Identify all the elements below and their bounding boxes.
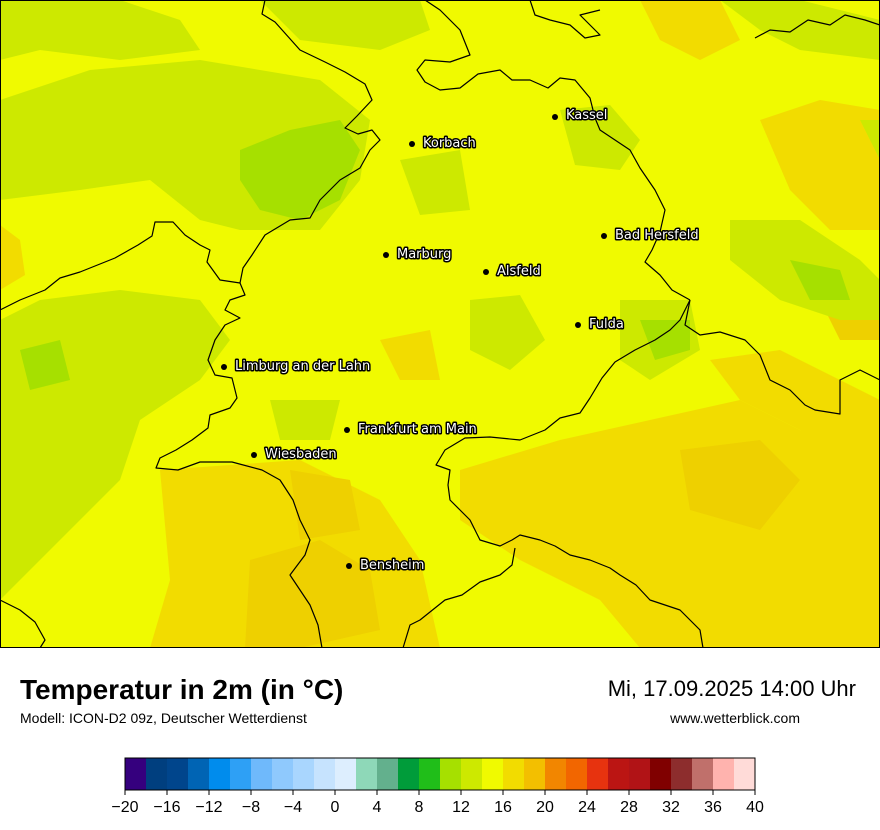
legend-color-step xyxy=(167,758,189,790)
city-label: Alsfeld xyxy=(497,264,541,279)
city-dot xyxy=(346,563,352,569)
city-dot xyxy=(344,427,350,433)
legend-color-step xyxy=(293,758,315,790)
legend-tick-label: 4 xyxy=(373,799,382,816)
map-title: Temperatur in 2m (in °C) xyxy=(20,674,344,705)
legend-tick-label: −8 xyxy=(242,799,260,816)
legend-tick-label: 36 xyxy=(704,799,722,816)
city-kassel: Kassel xyxy=(552,107,609,125)
city-bad-hersfeld: Bad Hersfeld xyxy=(601,227,700,245)
map-canvas: Kassel Korbach Bad Hersfeld Marburg Alsf… xyxy=(0,0,880,648)
rhineland-border xyxy=(155,282,323,648)
baden-border xyxy=(402,547,516,648)
city-label: Fulda xyxy=(589,317,624,332)
border-east xyxy=(754,14,880,39)
legend-color-step xyxy=(272,758,294,790)
legend-color-step xyxy=(125,758,147,790)
city-label: Korbach xyxy=(423,136,476,151)
legend-color-step xyxy=(629,758,651,790)
legend-color-step xyxy=(251,758,273,790)
city-label: Kassel xyxy=(566,108,607,123)
city-markers: Kassel Korbach Bad Hersfeld Marburg Alsf… xyxy=(221,107,700,575)
legend-color-step xyxy=(146,758,168,790)
valid-datetime: Mi, 17.09.2025 14:00 Uhr xyxy=(607,676,856,701)
legend-color-step xyxy=(671,758,693,790)
city-bensheim: Bensheim xyxy=(346,557,426,575)
city-dot xyxy=(575,322,581,328)
legend-tick-label: 16 xyxy=(494,799,512,816)
color-legend: −20 −16 −12 −8 −4 0 4 8 12 16 20 24 28 32 36 40 xyxy=(105,752,775,822)
hesse-border-south-east xyxy=(435,299,704,648)
legend-color-step xyxy=(440,758,462,790)
legend-tick-label: −20 xyxy=(111,799,138,816)
city-dot xyxy=(383,252,389,258)
legend-tick-label: 12 xyxy=(452,799,470,816)
city-dot xyxy=(483,269,489,275)
state-borders xyxy=(0,0,880,648)
legend-color-step xyxy=(587,758,609,790)
legend-color-step xyxy=(230,758,252,790)
legend-frame xyxy=(124,757,756,791)
amber-regions xyxy=(245,280,880,648)
legend-color-step xyxy=(608,758,630,790)
city-dot xyxy=(552,114,558,120)
city-label: Wiesbaden xyxy=(265,447,337,462)
legend-tick-label: −12 xyxy=(195,799,222,816)
city-label: Marburg xyxy=(397,247,451,262)
legend-tick-label: 8 xyxy=(415,799,424,816)
legend-tick-label: 0 xyxy=(331,799,340,816)
legend-tick-label: −4 xyxy=(284,799,302,816)
city-label: Bensheim xyxy=(360,558,424,573)
legend-tick-label: −16 xyxy=(153,799,180,816)
legend-color-step xyxy=(209,758,231,790)
legend-color-step xyxy=(377,758,399,790)
city-dot xyxy=(601,233,607,239)
legend-color-step xyxy=(566,758,588,790)
legend-color-step xyxy=(188,758,210,790)
legend-color-step xyxy=(524,758,546,790)
legend-tick-label: 40 xyxy=(746,799,764,816)
city-dot xyxy=(221,364,227,370)
city-label: Bad Hersfeld xyxy=(615,228,699,243)
city-dot xyxy=(409,141,415,147)
legend-tick-label: 20 xyxy=(536,799,554,816)
website-link[interactable]: www.wetterblick.com xyxy=(670,710,800,726)
legend-color-step xyxy=(545,758,567,790)
legend-color-step xyxy=(503,758,525,790)
legend-color-step xyxy=(713,758,735,790)
legend-color-step xyxy=(734,758,756,790)
legend-svg: −20 −16 −12 −8 −4 0 4 8 12 16 20 24 28 32 36 40 xyxy=(111,757,764,816)
model-info: Modell: ICON-D2 09z, Deutscher Wetterdie… xyxy=(20,710,307,726)
bavaria-border xyxy=(684,299,880,415)
legend-color-step xyxy=(461,758,483,790)
temperature-map: Kassel Korbach Bad Hersfeld Marburg Alsf… xyxy=(0,0,880,648)
legend-color-step xyxy=(314,758,336,790)
border-west-bottom xyxy=(0,599,46,648)
legend-tick-label: 24 xyxy=(578,799,596,816)
hesse-border-north xyxy=(0,0,381,311)
city-frankfurt: Frankfurt am Main xyxy=(344,421,478,439)
legend-color-step xyxy=(335,758,357,790)
city-label: Limburg an der Lahn xyxy=(235,359,370,374)
city-wiesbaden: Wiesbaden xyxy=(251,446,338,464)
legend-color-step xyxy=(650,758,672,790)
legend-color-step xyxy=(482,758,504,790)
legend-color-step xyxy=(692,758,714,790)
hesse-border-east-north xyxy=(416,0,691,301)
legend-tick-label: 32 xyxy=(662,799,680,816)
cooler-core-regions xyxy=(20,120,850,390)
city-label: Frankfurt am Main xyxy=(358,422,477,437)
border-north-east xyxy=(529,0,601,39)
legend-color-step xyxy=(398,758,420,790)
map-footer: Temperatur in 2m (in °C) Modell: ICON-D2… xyxy=(0,648,880,830)
legend-tick-label: 28 xyxy=(620,799,638,816)
legend-color-step xyxy=(356,758,378,790)
city-limburg: Limburg an der Lahn xyxy=(221,358,372,376)
city-alsfeld: Alsfeld xyxy=(483,263,542,281)
city-marburg: Marburg xyxy=(383,246,453,264)
city-fulda: Fulda xyxy=(575,316,625,334)
legend-color-step xyxy=(419,758,441,790)
city-dot xyxy=(251,452,257,458)
city-korbach: Korbach xyxy=(409,135,477,153)
